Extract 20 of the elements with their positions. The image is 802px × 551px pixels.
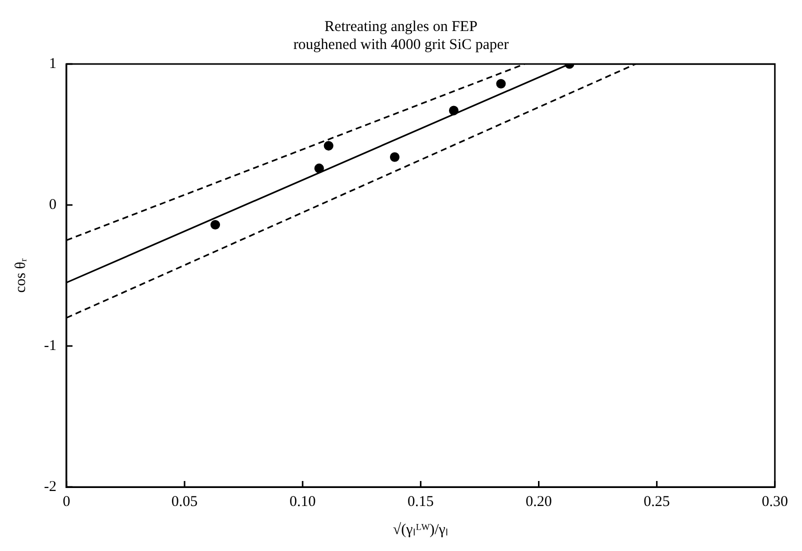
x-tick-label: 0.15 — [408, 494, 434, 510]
point — [448, 106, 459, 116]
point — [210, 220, 220, 230]
y-axis-title: cos θᵣ — [12, 258, 29, 293]
point — [324, 140, 334, 151]
x-axis-title: √(γₗᴸᵂ)/γₗ — [392, 522, 448, 538]
x-tick-label: 0.20 — [526, 494, 552, 510]
x-tick-label: 0 — [62, 494, 70, 510]
x-tick-label: 0.30 — [762, 494, 788, 510]
chart-title: Retreating angles on FEP roughened with 4000 grit SiC paper — [293, 18, 509, 53]
y-tick-label: 1 — [48, 56, 56, 72]
x-tick-label: 0.25 — [644, 494, 670, 510]
x-tick-label: 0.10 — [289, 494, 316, 510]
y-tick-label: 0 — [48, 196, 56, 213]
point — [314, 164, 324, 174]
x-tick-label: 0.05 — [171, 494, 198, 510]
y-tick-label: -2 — [44, 478, 56, 495]
point — [390, 152, 400, 162]
point — [496, 78, 506, 89]
y-tick-label: -1 — [44, 338, 56, 354]
